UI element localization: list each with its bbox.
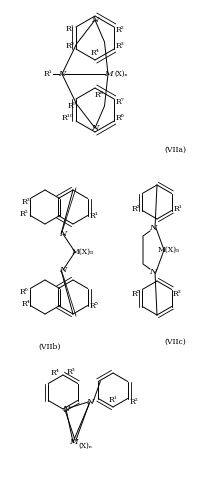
Text: R⁵: R⁵ — [131, 289, 140, 297]
Text: R⁴: R⁴ — [22, 299, 30, 307]
Text: R³: R³ — [115, 42, 124, 50]
Text: (VIIb): (VIIb) — [39, 343, 61, 351]
Text: R⁴: R⁴ — [50, 369, 59, 377]
Text: R²: R² — [115, 26, 124, 34]
Text: M(X)ₙ: M(X)ₙ — [157, 246, 179, 254]
Text: N: N — [59, 230, 66, 238]
Text: R³: R³ — [66, 368, 75, 376]
Text: N: N — [59, 266, 66, 274]
Text: R¹⁰: R¹⁰ — [62, 114, 74, 122]
Text: R⁵: R⁵ — [65, 42, 74, 50]
Text: (X)ₙ: (X)ₙ — [114, 70, 127, 78]
Text: R⁶: R⁶ — [115, 114, 124, 122]
Text: R⁸: R⁸ — [94, 91, 103, 99]
Text: R²: R² — [131, 205, 140, 213]
Text: N: N — [149, 224, 156, 232]
Text: N: N — [91, 124, 98, 132]
Text: R³: R³ — [22, 198, 30, 206]
Text: R¹: R¹ — [65, 25, 74, 33]
Text: (X)ₙ: (X)ₙ — [78, 442, 91, 450]
Text: (VIIc): (VIIc) — [163, 338, 185, 346]
Text: (VIIa): (VIIa) — [163, 146, 185, 154]
Text: R¹: R¹ — [108, 396, 117, 404]
Text: R¹: R¹ — [43, 70, 52, 78]
Text: N: N — [58, 70, 65, 78]
Text: R⁹: R⁹ — [67, 102, 76, 110]
Text: R⁴: R⁴ — [90, 49, 99, 57]
Text: N: N — [149, 268, 156, 276]
Text: N: N — [86, 398, 93, 406]
Text: R⁷: R⁷ — [115, 98, 124, 106]
Text: R¹: R¹ — [172, 205, 181, 213]
Text: R²: R² — [20, 210, 28, 218]
Text: R⁵: R⁵ — [89, 301, 98, 309]
Text: M(X)ₙ: M(X)ₙ — [71, 248, 94, 256]
Text: M: M — [103, 70, 112, 78]
Text: R⁶: R⁶ — [20, 287, 28, 295]
Text: N: N — [91, 16, 98, 24]
Text: N: N — [62, 405, 69, 413]
Text: R³: R³ — [172, 289, 180, 297]
Text: R¹: R¹ — [89, 212, 98, 220]
Text: R²: R² — [129, 397, 137, 405]
Text: M: M — [68, 438, 77, 446]
